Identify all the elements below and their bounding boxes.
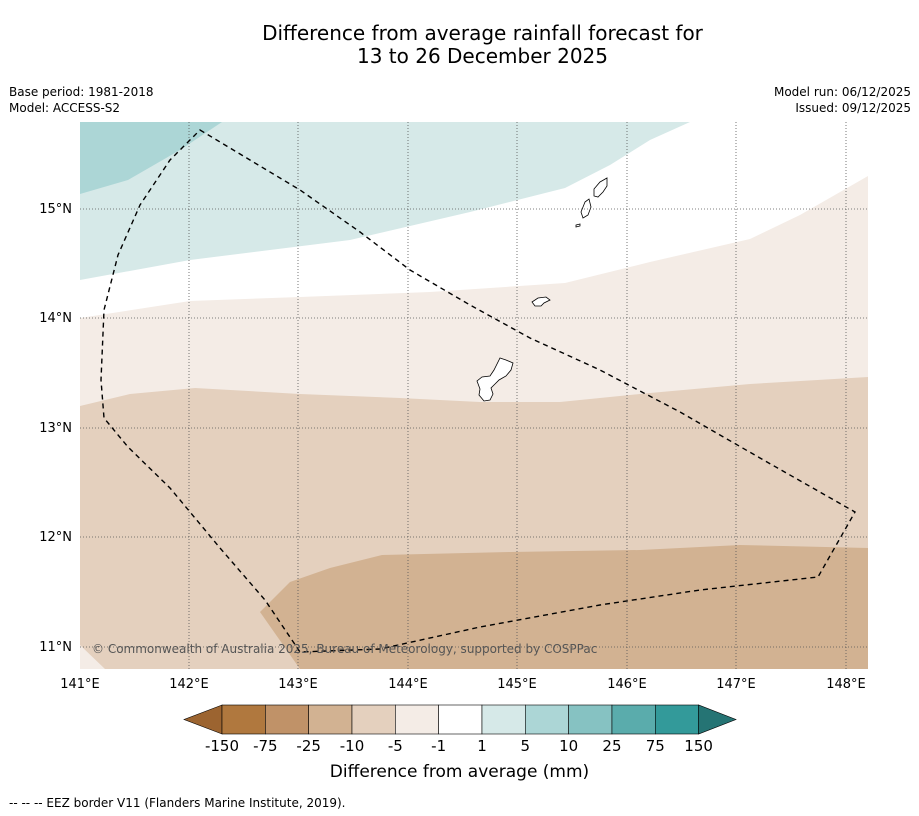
lon-label: 144°E [388, 677, 428, 692]
lat-label: 12°N [39, 530, 72, 545]
band-1-to-5 [80, 122, 690, 280]
colorbar-segment [308, 704, 353, 735]
colorbar-segment [654, 704, 699, 735]
eez-border [100, 129, 856, 653]
colorbar-segment [481, 704, 526, 735]
copyright-text: © Commonwealth of Australia 2025, Bureau… [92, 642, 597, 656]
lat-labels: 15°N 14°N 13°N 12°N 11°N [39, 202, 72, 655]
colorbar-segment [221, 704, 266, 735]
colorbar-segment [438, 704, 483, 735]
islands [476, 177, 608, 402]
colorbar-segment [351, 704, 396, 735]
lat-label: 14°N [39, 311, 72, 326]
island-rota [531, 296, 551, 307]
rainfall-map: © Commonwealth of Australia 2025, Bureau… [80, 122, 868, 669]
colorbar-segment [568, 704, 613, 735]
colorbar-tick-label: 75 [646, 737, 665, 755]
colorbar-segment [395, 704, 439, 735]
issued-date: Issued: 09/12/2025 [795, 101, 911, 115]
colorbar-tick-label: -25 [296, 737, 321, 755]
colorbar-label: Difference from average (mm) [329, 762, 590, 782]
lon-label: 147°E [716, 677, 756, 692]
island-saipan [593, 177, 608, 198]
lon-label: 142°E [169, 677, 209, 692]
base-period: Base period: 1981-2018 [9, 85, 154, 99]
colorbar-segment [265, 704, 309, 735]
model-name: Model: ACCESS-S2 [9, 101, 121, 115]
colorbar-tick-label: -1 [431, 737, 446, 755]
colorbar-arrow-high [698, 704, 737, 735]
lon-label: 145°E [497, 677, 537, 692]
colorbar-tick-label: -75 [253, 737, 278, 755]
lon-label: 141°E [60, 677, 100, 692]
island-guam [476, 357, 514, 402]
island-tinian [580, 198, 592, 219]
colorbar-segment [611, 704, 656, 735]
title-line-1: Difference from average rainfall forecas… [262, 21, 703, 45]
model-run: Model run: 06/12/2025 [773, 85, 911, 99]
colorbar-tick-label: 1 [477, 737, 487, 755]
colorbar-segment [525, 704, 569, 735]
lon-label: 143°E [278, 677, 318, 692]
colorbar-tick-label: 25 [602, 737, 621, 755]
colorbar-arrow-low [183, 704, 223, 735]
band-minus10-to-minus25 [260, 545, 868, 669]
colorbar-tick-label: 150 [684, 737, 713, 755]
colorbar-tick-label: 5 [521, 737, 531, 755]
lat-label: 15°N [39, 202, 72, 217]
island-aguijan [575, 223, 581, 228]
colorbar: -150 -75 -25 -10 -5 -1 1 5 10 25 75 150 [183, 704, 737, 755]
band-5-to-10 [80, 122, 222, 194]
lat-label: 11°N [39, 640, 72, 655]
lon-label: 146°E [607, 677, 647, 692]
lat-label: 13°N [39, 421, 72, 436]
colorbar-tick-label: 10 [559, 737, 578, 755]
lon-label: 148°E [826, 677, 866, 692]
title-line-2: 13 to 26 December 2025 [356, 44, 608, 68]
corner-light-patch [80, 645, 105, 669]
colorbar-tick-label: -5 [388, 737, 403, 755]
lon-labels: 141°E 142°E 143°E 144°E 145°E 146°E 147°… [60, 677, 866, 692]
gridlines [80, 122, 868, 669]
footnote: -- -- -- EEZ border V11 (Flanders Marine… [9, 796, 346, 810]
colorbar-tick-label: -10 [340, 737, 365, 755]
colorbar-tick-label: -150 [205, 737, 239, 755]
